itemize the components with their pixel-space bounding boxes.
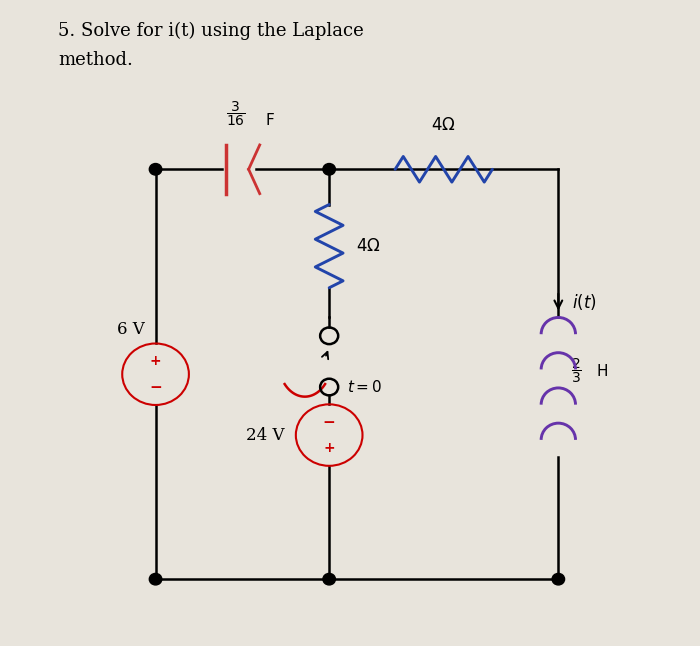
Text: 6 V: 6 V: [118, 321, 145, 338]
Text: $4\Omega$: $4\Omega$: [356, 237, 380, 255]
Circle shape: [323, 163, 335, 175]
Text: 24 V: 24 V: [246, 426, 284, 444]
Circle shape: [149, 163, 162, 175]
Text: −: −: [323, 415, 335, 430]
Text: $i(t)$: $i(t)$: [572, 292, 597, 312]
Text: method.: method.: [58, 51, 133, 69]
Text: $\dfrac{2}{3}$: $\dfrac{2}{3}$: [570, 357, 582, 385]
Circle shape: [552, 574, 565, 585]
Text: +: +: [323, 441, 335, 455]
Text: F: F: [265, 112, 274, 128]
Text: −: −: [149, 380, 162, 395]
Text: $4\Omega$: $4\Omega$: [431, 116, 456, 134]
Circle shape: [149, 574, 162, 585]
Text: 5. Solve for i(t) using the Laplace: 5. Solve for i(t) using the Laplace: [58, 22, 364, 40]
Circle shape: [323, 574, 335, 585]
Text: $\dfrac{3}{16}$: $\dfrac{3}{16}$: [225, 99, 245, 128]
Text: $t = 0$: $t = 0$: [346, 379, 382, 395]
Text: H: H: [596, 364, 608, 379]
Text: +: +: [150, 354, 162, 368]
